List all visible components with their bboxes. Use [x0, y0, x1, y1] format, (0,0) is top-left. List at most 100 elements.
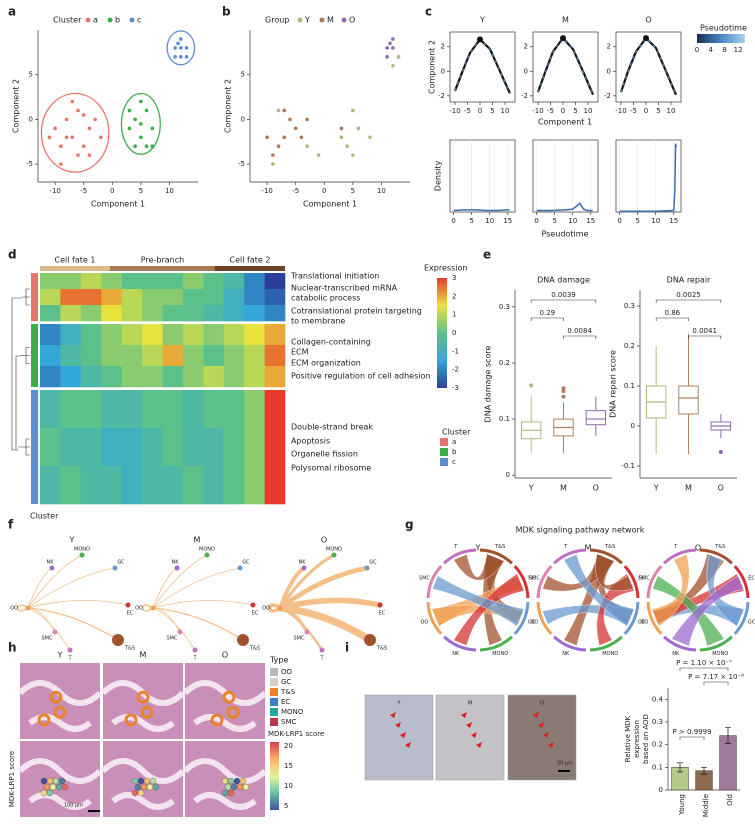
point: [139, 99, 143, 104]
heatmap-cell: [142, 466, 163, 505]
point: [133, 117, 137, 122]
tissue-texture: [182, 758, 268, 810]
heatmap-cell: [223, 305, 245, 322]
x-tick-label: -5: [547, 107, 554, 115]
chord-arc: [646, 565, 663, 599]
arrowhead: [405, 742, 411, 748]
point: [271, 162, 275, 166]
y-tick-label: 0.1: [499, 415, 510, 423]
y-tick-label: 0: [506, 471, 510, 479]
heatmap-cell: [182, 289, 204, 306]
y-tick-label: 0.3: [499, 303, 510, 311]
point: [150, 126, 155, 131]
chord-arc: [553, 635, 587, 652]
heatmap-cell: [60, 428, 82, 467]
heatmap-cell: [223, 273, 245, 290]
box: [678, 385, 699, 415]
legend-label: a: [452, 438, 456, 446]
chord-arc: [699, 548, 733, 565]
chord-label: GC: [638, 620, 646, 626]
x-tick-label: 10: [485, 217, 494, 225]
spot: [137, 789, 145, 797]
p-value: 0.0041: [692, 327, 717, 335]
legend-label: MONO: [281, 708, 304, 716]
cluster-bar: [31, 273, 38, 321]
ihc-image: [507, 694, 577, 781]
heatmap-cell: [244, 305, 265, 322]
colorbar: [697, 34, 745, 43]
ring: [49, 690, 63, 704]
point: [99, 135, 103, 140]
side-label: MDK-LRP1 score: [8, 751, 16, 807]
chord: [453, 553, 505, 581]
heatmap-cell: [80, 428, 102, 467]
bracket: [679, 736, 705, 740]
bracket: [679, 667, 729, 671]
trajectory-highlight: [537, 37, 594, 95]
network-title: Y: [69, 536, 75, 545]
scale-bar-label: 50 µm: [557, 761, 573, 767]
node-label: GC: [242, 560, 250, 566]
chart-title: MDK signaling pathway network: [516, 526, 645, 535]
point: [339, 126, 344, 131]
heatmap-cell: [121, 273, 143, 290]
y-tick-label: 0: [241, 115, 245, 123]
node-label: MONO: [326, 547, 342, 553]
legend-label: SMC: [281, 718, 296, 726]
x-tick-label: 5: [552, 217, 556, 225]
plot-frame: [532, 31, 599, 103]
point: [388, 41, 392, 46]
x-tick-label: -10: [261, 187, 272, 195]
x-tick-label: 5: [469, 217, 473, 225]
plot-frame: [532, 139, 599, 213]
y-axis-label: Component 2: [12, 79, 21, 133]
spot: [131, 789, 139, 797]
heatmap-cell: [223, 289, 245, 306]
chord: [651, 554, 690, 627]
spot: [137, 777, 145, 785]
node: [304, 629, 310, 635]
self-loop: [16, 604, 29, 612]
x-tick-label: M: [560, 484, 567, 493]
node: [364, 634, 376, 646]
ihc-image: [435, 694, 505, 781]
node-label: OO: [10, 606, 18, 612]
legend-title: Cluster: [442, 428, 471, 437]
panel-label: h: [8, 641, 17, 655]
point: [276, 108, 281, 113]
edge: [277, 597, 383, 611]
point: [184, 46, 189, 50]
chord-label: OO: [640, 620, 648, 626]
y-tick-label: 2: [524, 43, 528, 51]
point: [76, 108, 80, 113]
heatmap-cell: [223, 390, 245, 429]
chord: [706, 554, 745, 627]
point: [81, 113, 86, 117]
term-label: ECM: [291, 348, 309, 357]
heatmap-cell: [80, 305, 102, 322]
heatmap-cell: [244, 390, 265, 429]
chord-arc: [426, 565, 443, 599]
node-label: OO: [262, 606, 270, 612]
point: [133, 144, 137, 149]
heatmap-cell: [203, 305, 225, 322]
point: [176, 41, 180, 46]
legend-swatch: [440, 438, 448, 446]
heatmap-cell: [101, 366, 122, 388]
heatmap-cell: [142, 366, 163, 388]
spot: [52, 777, 60, 785]
x-tick-label: O: [593, 484, 599, 493]
point: [305, 117, 309, 122]
panel-label: d: [8, 248, 17, 262]
x-tick-label: 5: [351, 187, 355, 195]
legend-swatch: [270, 678, 278, 686]
x-axis-label: Component 1: [538, 118, 592, 127]
heatmap-cell: [223, 324, 245, 346]
branch-point: [643, 35, 649, 42]
heatmap-cell: [121, 345, 143, 367]
heatmap-cell: [182, 345, 204, 367]
edge: [27, 567, 116, 609]
legend-swatch: [270, 708, 278, 716]
x-tick-label: 10: [651, 217, 660, 225]
